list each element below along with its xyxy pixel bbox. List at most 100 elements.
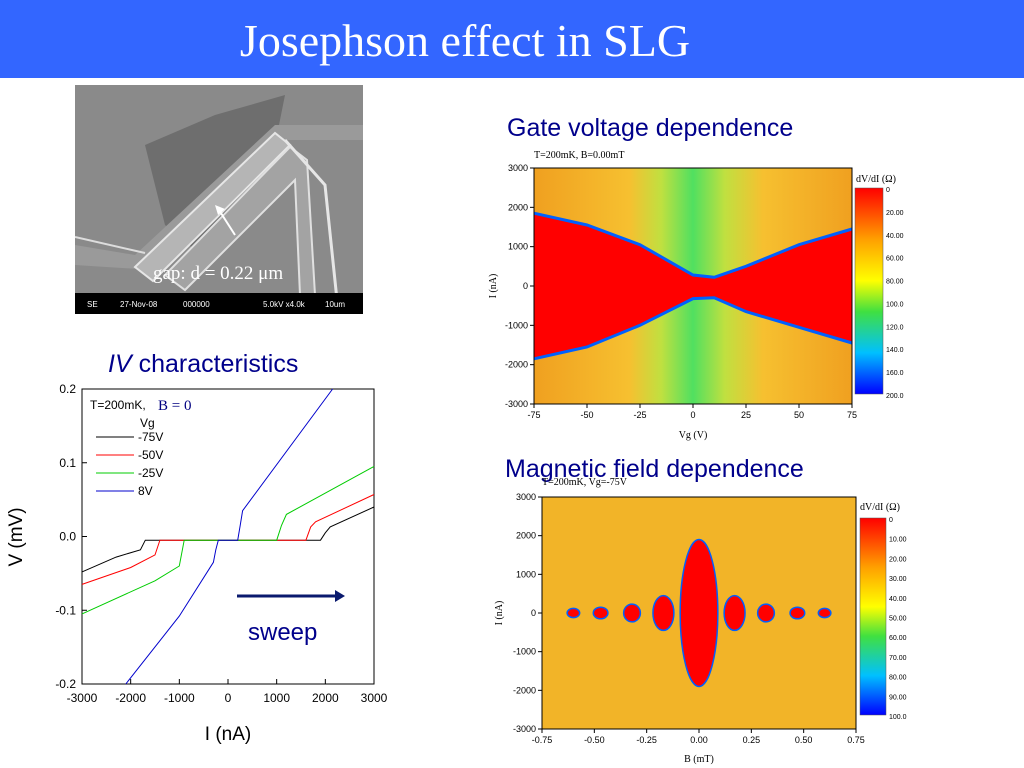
iv-x-tick-label: -1000 bbox=[164, 691, 195, 705]
mag-colorbar-tick-label: 20.00 bbox=[889, 556, 907, 563]
mag-colorbar-tick-label: 0 bbox=[889, 517, 893, 524]
gate-plot-header: T=200mK, B=0.00mT bbox=[534, 150, 624, 161]
mag-y-axis-label: I (nA) bbox=[494, 601, 505, 626]
mag-fraunhofer-lobe bbox=[592, 606, 609, 620]
iv-series-line bbox=[81, 465, 375, 615]
mag-y-tick-label: -2000 bbox=[513, 685, 536, 695]
mag-colorbar-tick-label: 30.00 bbox=[889, 576, 907, 583]
gate-panel-title: Gate voltage dependence bbox=[507, 114, 794, 142]
iv-y-tick-label: -0.2 bbox=[55, 677, 76, 691]
mag-y-tick-label: 3000 bbox=[516, 492, 536, 502]
gate-colorbar-tick-label: 120.0 bbox=[886, 324, 904, 331]
gate-upper-switching-line bbox=[533, 211, 853, 279]
mag-y-tick-label: 1000 bbox=[516, 569, 536, 579]
mag-plot-header: T=200mK, Vg=-75V bbox=[542, 477, 628, 488]
mag-fraunhofer-lobe bbox=[789, 606, 806, 620]
iv-y-tick-label: 0.2 bbox=[59, 382, 76, 396]
sem-info-id: 000000 bbox=[183, 300, 210, 309]
mag-x-tick-label: 0.50 bbox=[795, 735, 813, 745]
gate-colorbar bbox=[854, 187, 884, 395]
mag-x-tick-label: 0.25 bbox=[743, 735, 761, 745]
iv-panel-title: IV characteristics bbox=[108, 350, 298, 379]
mag-colorbar bbox=[859, 517, 887, 716]
gate-colorbar-tick-label: 60.00 bbox=[886, 256, 904, 263]
mag-x-tick-label: -0.75 bbox=[532, 735, 553, 745]
gate-colorbar-label: dV/dI (Ω) bbox=[856, 174, 896, 185]
gate-colorbar-tick-label: 0 bbox=[886, 187, 890, 194]
sem-info-scale: 10um bbox=[325, 300, 345, 309]
iv-series-line bbox=[125, 388, 334, 685]
mag-colorbar-tick-label: 100.0 bbox=[889, 714, 907, 721]
mag-x-tick-label: -0.25 bbox=[636, 735, 657, 745]
iv-x-tick-label: 1000 bbox=[263, 691, 290, 705]
gate-colorbar-tick-label: 200.0 bbox=[886, 393, 904, 400]
mag-colorbar-tick-label: 80.00 bbox=[889, 675, 907, 682]
sem-caption: gap: d = 0.22 μm bbox=[153, 263, 283, 284]
iv-series-line bbox=[81, 494, 375, 585]
mag-x-axis-label: B (mT) bbox=[684, 754, 714, 765]
mag-colorbar-tick-label: 50.00 bbox=[889, 616, 907, 623]
iv-x-tick-label: 3000 bbox=[361, 691, 388, 705]
iv-y-tick-label: -0.1 bbox=[55, 603, 76, 617]
mag-y-tick-label: 0 bbox=[531, 608, 536, 618]
iv-x-axis-label: I (nA) bbox=[205, 724, 251, 745]
gap-arrow bbox=[218, 209, 236, 236]
mag-colorbar-tick-label: 90.00 bbox=[889, 694, 907, 701]
mag-y-tick-label: -3000 bbox=[513, 724, 536, 734]
iv-legend-label: -25V bbox=[138, 466, 163, 480]
gate-x-tick-label: 50 bbox=[794, 410, 804, 420]
gate-y-tick-label: 1000 bbox=[508, 242, 528, 252]
gate-colorbar-tick-label: 140.0 bbox=[886, 347, 904, 354]
mag-fraunhofer-lobe bbox=[756, 603, 776, 623]
mag-x-tick-label: 0.75 bbox=[847, 735, 865, 745]
iv-chart: -3000 -2000 -1000 0 1000 2000 3000 0.2 0.1 0.0 -0.… bbox=[6, 382, 388, 745]
iv-condition: T=200mK, bbox=[90, 398, 146, 412]
mag-colorbar-tick-label: 10.00 bbox=[889, 537, 907, 544]
iv-y-tick-label: 0.0 bbox=[59, 530, 76, 544]
magnetic-panel-title: Magnetic field dependence bbox=[505, 455, 804, 483]
mag-fraunhofer-lobe bbox=[622, 603, 642, 623]
iv-title-rest: characteristics bbox=[131, 350, 299, 378]
gate-heatmap-chart: T=200mK, B=0.00mT -75 -50 -25 0 25 50 75 3000 20… bbox=[488, 150, 904, 441]
mag-x-tick-label: 0.00 bbox=[690, 735, 708, 745]
gate-y-tick-label: -1000 bbox=[505, 320, 528, 330]
gate-x-tick-label: -50 bbox=[580, 410, 593, 420]
gate-colorbar-tick-label: 40.00 bbox=[886, 233, 904, 240]
iv-legend-label: -50V bbox=[138, 448, 163, 462]
gate-x-tick-label: 0 bbox=[690, 410, 695, 420]
iv-y-tick-label: 0.1 bbox=[59, 456, 76, 470]
gate-colorbar-tick-label: 160.0 bbox=[886, 370, 904, 377]
mag-fraunhofer-lobe bbox=[679, 538, 719, 688]
gate-x-tick-label: -75 bbox=[527, 410, 540, 420]
mag-x-tick-label: -0.50 bbox=[584, 735, 605, 745]
mag-fraunhofer-lobe bbox=[566, 607, 581, 619]
gate-y-axis-label: I (nA) bbox=[488, 274, 499, 299]
sem-info-date: 27-Nov-08 bbox=[120, 300, 158, 309]
iv-x-tick-label: -3000 bbox=[67, 691, 98, 705]
iv-legend-title: Vg bbox=[140, 416, 155, 430]
gate-y-tick-label: 0 bbox=[523, 281, 528, 291]
gate-colorbar-tick-label: 80.00 bbox=[886, 279, 904, 286]
mag-colorbar-tick-label: 60.00 bbox=[889, 635, 907, 642]
gate-lower-switching-line bbox=[533, 296, 853, 361]
iv-y-axis-label: V (mV) bbox=[6, 507, 27, 566]
gate-x-tick-label: -25 bbox=[633, 410, 646, 420]
iv-legend-label: 8V bbox=[138, 484, 153, 498]
mag-y-tick-label: 2000 bbox=[516, 531, 536, 541]
mag-y-tick-label: -1000 bbox=[513, 647, 536, 657]
gate-y-tick-label: -2000 bbox=[505, 360, 528, 370]
iv-plot-frame bbox=[81, 388, 375, 685]
mag-fraunhofer-lobe bbox=[652, 594, 675, 632]
sem-image: gap: d = 0.22 μm SE 27-Nov-08 000000 5.0… bbox=[75, 85, 363, 314]
gate-superconducting-region bbox=[534, 213, 852, 359]
sem-info-mag: 5.0kV x4.0k bbox=[263, 300, 306, 309]
gate-x-tick-label: 25 bbox=[741, 410, 751, 420]
gate-colorbar-tick-label: 100.0 bbox=[886, 301, 904, 308]
iv-x-tick-label: 0 bbox=[225, 691, 232, 705]
sem-info-mode: SE bbox=[87, 300, 98, 309]
iv-legend-label: -75V bbox=[138, 430, 163, 444]
mag-colorbar-label: dV/dI (Ω) bbox=[860, 502, 900, 513]
gate-colorbar-tick-label: 20.00 bbox=[886, 210, 904, 217]
gate-x-axis-label: Vg (V) bbox=[679, 430, 708, 441]
magnetic-heatmap-chart: T=200mK, Vg=-75V -0.75 -0.50 -0.25 0.00 0.25… bbox=[494, 477, 907, 765]
